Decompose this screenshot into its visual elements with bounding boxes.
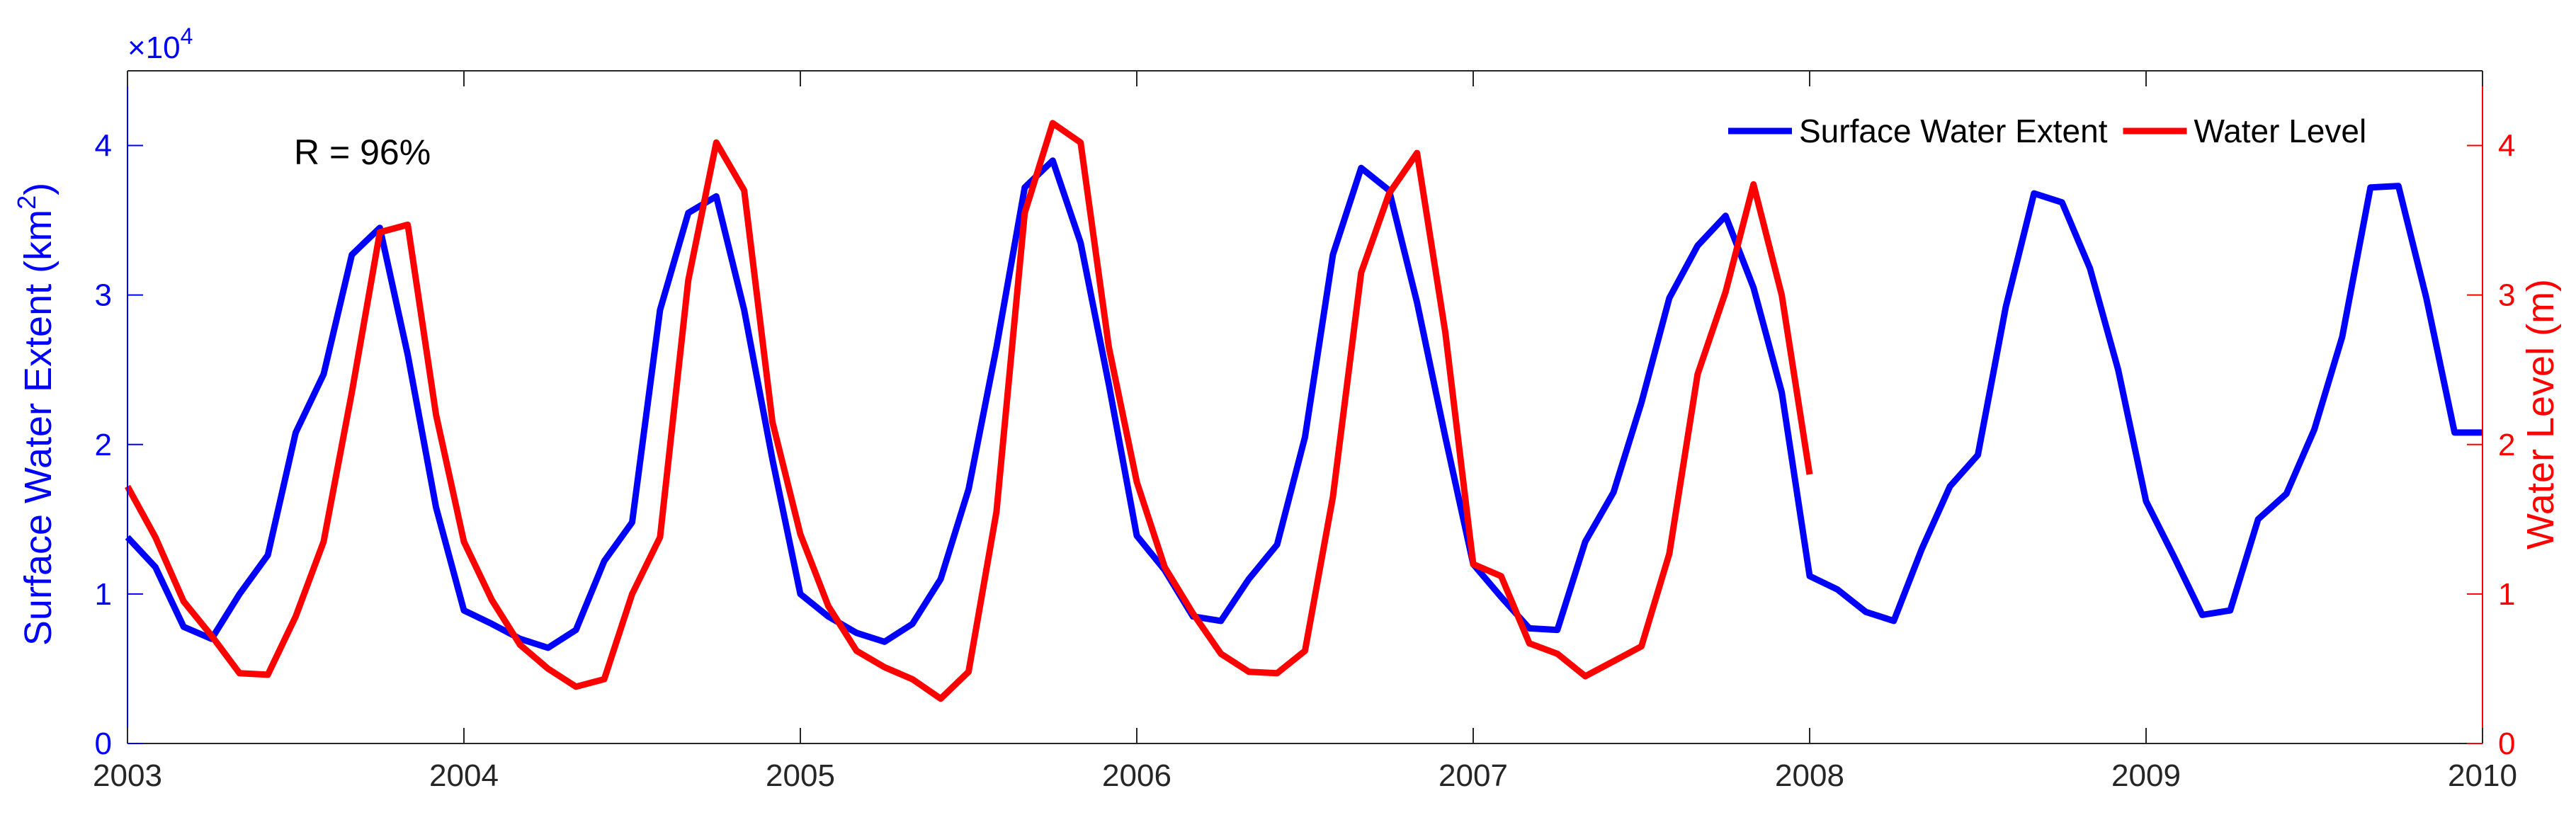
series-line-water-level xyxy=(125,120,1813,702)
y-left-tick-label: 1 xyxy=(95,577,112,612)
series-layer xyxy=(125,120,2483,702)
labels-layer: 2003 2004 2005 2006 2007 2008 2009 201001234012… xyxy=(12,23,2562,793)
x-tick-label: 2006 xyxy=(1102,758,1171,793)
y-left-multiplier: ×104 xyxy=(127,23,193,65)
series-line-surface-water-extent xyxy=(125,157,2483,651)
y-left-tick-label: 4 xyxy=(95,129,112,164)
x-tick-label: 2008 xyxy=(1775,758,1844,793)
y-right-tick-label: 3 xyxy=(2498,278,2515,313)
legend-label-water-level: Water Level xyxy=(2194,113,2366,149)
y-right-tick-label: 2 xyxy=(2498,428,2515,462)
y-right-tick-label: 0 xyxy=(2498,726,2515,761)
y-left-tick-label: 0 xyxy=(95,726,112,761)
x-tick-label: 2009 xyxy=(2111,758,2181,793)
legend-label-surface-water-extent: Surface Water Extent xyxy=(1799,113,2108,149)
y-left-tick-label: 2 xyxy=(95,428,112,462)
y-right-tick-label: 1 xyxy=(2498,577,2515,612)
correlation-annotation: R = 96% xyxy=(294,132,431,172)
x-tick-label: 2003 xyxy=(93,758,162,793)
y-right-axis-title: Water Level (m) xyxy=(2519,279,2562,549)
x-tick-label: 2007 xyxy=(1439,758,1508,793)
y-left-tick-label: 3 xyxy=(95,278,112,313)
axes-layer xyxy=(127,70,2483,744)
y-right-tick-label: 4 xyxy=(2498,129,2515,164)
plot-area xyxy=(127,71,2483,743)
x-tick-label: 2005 xyxy=(766,758,835,793)
legend: Surface Water Extent Water Level xyxy=(1728,113,2366,149)
x-tick-label: 2004 xyxy=(429,758,499,793)
x-tick-label: 2010 xyxy=(2448,758,2517,793)
y-left-axis-title: Surface Water Extent (km2) xyxy=(12,183,59,646)
